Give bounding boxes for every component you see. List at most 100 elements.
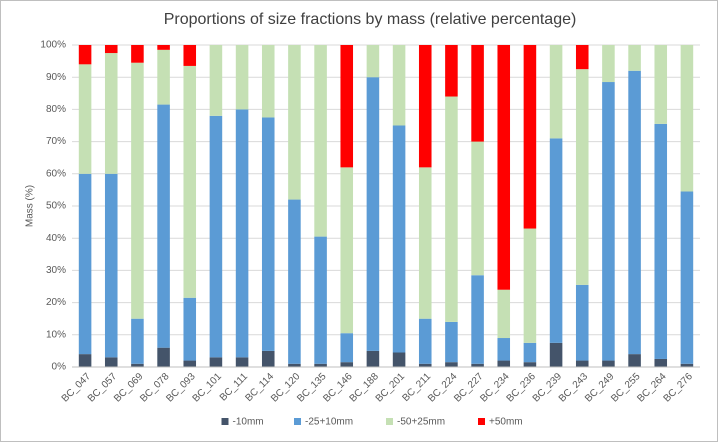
bar-segment: [78, 173, 92, 355]
bar-segment: [183, 65, 197, 298]
bar-segment: [314, 363, 327, 367]
y-tick-label: 20%: [46, 297, 66, 308]
bar-segment: [261, 45, 275, 118]
bar-segment: [471, 275, 484, 364]
bar-segment: [575, 360, 589, 367]
bar-segment: [235, 109, 249, 358]
bar-segment: [549, 342, 563, 367]
bar-segment: [628, 45, 641, 71]
bar-segment: [497, 289, 511, 339]
bar-segment: [549, 45, 563, 139]
bar-segment: [209, 357, 223, 367]
y-tick-label: 50%: [46, 201, 66, 212]
bar-segment: [602, 82, 615, 361]
bar-segment: [602, 360, 615, 367]
bar-segment: [575, 69, 589, 285]
bar-segment: [131, 318, 144, 364]
bar-segment: [131, 363, 144, 367]
bar-segment: [157, 45, 170, 50]
bar-segment: [523, 228, 537, 343]
bar-segment: [654, 45, 668, 124]
chart-title: Proportions of size fractions by mass (r…: [164, 11, 577, 28]
bar-segment: [602, 45, 615, 83]
bar-segment: [523, 362, 537, 367]
bar-segment: [104, 173, 118, 358]
bar-segment: [235, 45, 249, 110]
bar-segment: [418, 363, 432, 367]
bar-segment: [523, 342, 537, 363]
bar-segment: [628, 70, 641, 355]
y-tick-label: 70%: [46, 136, 66, 147]
bar-segment: [288, 199, 301, 364]
bar-segment: [445, 45, 458, 97]
bar-segment: [288, 45, 301, 200]
legend-label: -25+10mm: [305, 417, 353, 428]
bar-segment: [680, 45, 694, 192]
bar-segment: [78, 354, 92, 367]
y-axis-label: Mass (%): [25, 185, 36, 227]
bar-segment: [445, 362, 458, 367]
bar-segment: [418, 167, 432, 319]
bar-segment: [78, 64, 92, 174]
bar-segment: [340, 362, 354, 367]
bar-segment: [549, 138, 563, 343]
bar-segment: [340, 45, 354, 168]
y-tick-label: 60%: [46, 168, 66, 179]
bar-segment: [157, 347, 170, 367]
bar-segment: [471, 363, 484, 367]
bar-segment: [471, 141, 484, 276]
bar-segment: [497, 338, 511, 361]
bar-segment: [78, 45, 92, 65]
bar-segment: [392, 125, 406, 353]
y-tick-label: 10%: [46, 329, 66, 340]
bar-segment: [157, 49, 170, 105]
bar-segment: [104, 53, 118, 174]
bar-segment: [288, 363, 301, 367]
bar-segment: [183, 45, 197, 66]
bar-segment: [183, 360, 197, 367]
bar-segment: [497, 45, 511, 290]
bar-segment: [418, 45, 432, 168]
bar-segment: [445, 96, 458, 322]
bar-segment: [654, 123, 668, 359]
legend-swatch: [386, 418, 393, 425]
bar-segment: [471, 45, 484, 142]
bar-segment: [366, 350, 380, 367]
legend-swatch: [478, 418, 485, 425]
bar-segment: [314, 45, 327, 237]
bar-segment: [209, 115, 223, 358]
legend-label: -10mm: [233, 417, 264, 428]
bar-segment: [575, 45, 589, 70]
legend-label: +50mm: [489, 417, 523, 428]
bar-segment: [209, 45, 223, 116]
bar-segment: [157, 104, 170, 348]
y-tick-label: 30%: [46, 265, 66, 276]
bar-segment: [392, 45, 406, 126]
bar-segment: [680, 363, 694, 367]
bar-segment: [418, 318, 432, 364]
bar-segment: [366, 77, 380, 351]
y-tick-label: 0%: [52, 362, 67, 373]
bar-segment: [104, 357, 118, 367]
bar-segment: [366, 45, 380, 78]
bar-segment: [104, 45, 118, 54]
bar-segment: [523, 45, 537, 229]
y-tick-label: 100%: [40, 40, 66, 51]
y-tick-label: 40%: [46, 233, 66, 244]
legend-label: -50+25mm: [397, 417, 445, 428]
bar-segment: [261, 117, 275, 351]
bar-segment: [575, 284, 589, 361]
bar-segment: [131, 45, 144, 63]
bar-segment: [314, 236, 327, 364]
bar-segment: [392, 352, 406, 367]
bar-segment: [654, 358, 668, 367]
bar-segment: [628, 354, 641, 367]
bar-segment: [680, 191, 694, 364]
y-tick-label: 90%: [46, 72, 66, 83]
bar-segment: [340, 167, 354, 334]
bar-segment: [235, 357, 249, 367]
bar-segment: [445, 321, 458, 363]
bar-segment: [340, 333, 354, 363]
